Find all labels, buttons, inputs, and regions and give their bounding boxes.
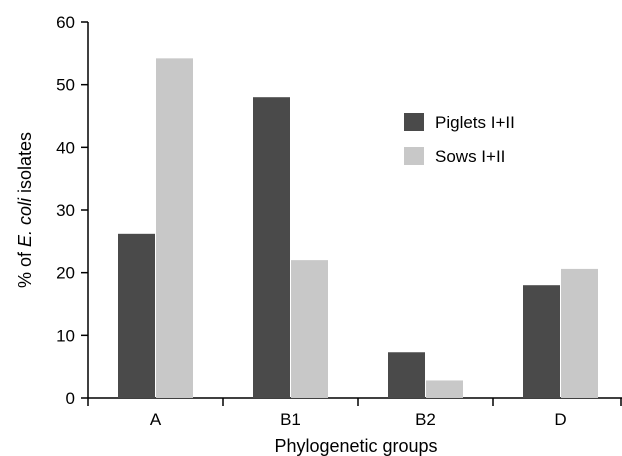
y-tick-label: 10: [56, 326, 75, 345]
bar-piglets-b2: [388, 352, 425, 398]
x-tick-label: B2: [415, 410, 436, 429]
y-axis-title-prefix: % of: [15, 247, 35, 288]
y-axis-title: % of E. coli isolates: [15, 132, 35, 288]
bar-sows-a: [156, 58, 193, 398]
y-axis-title-italic: E. coli: [15, 197, 35, 247]
legend-swatch: [404, 147, 424, 165]
legend-swatch: [404, 113, 424, 131]
legend: Piglets I+II Sows I+II: [404, 113, 515, 166]
bar-sows-d: [561, 268, 598, 398]
y-axis: 0 10 20 30 40 50 60: [56, 13, 89, 408]
y-tick-label: 30: [56, 201, 75, 220]
legend-label: Piglets I+II: [435, 113, 515, 132]
bar-piglets-d: [523, 285, 560, 398]
x-axis: A B1 B2 D: [87, 397, 622, 429]
x-tick-label: B1: [280, 410, 301, 429]
x-tick-label: A: [150, 410, 162, 429]
y-tick-label: 60: [56, 13, 75, 32]
y-tick-label: 0: [66, 389, 75, 408]
bar-piglets-a: [118, 233, 155, 398]
y-tick-label: 20: [56, 264, 75, 283]
legend-label: Sows I+II: [435, 147, 505, 166]
bar-sows-b2: [426, 380, 463, 398]
bar-sows-b1: [291, 260, 328, 398]
y-axis-title-suffix: isolates: [15, 132, 35, 198]
x-tick-label: D: [554, 410, 566, 429]
y-tick-label: 50: [56, 76, 75, 95]
bars: [118, 58, 598, 398]
bar-piglets-b1: [253, 97, 290, 398]
y-tick-label: 40: [56, 138, 75, 157]
x-axis-title: Phylogenetic groups: [274, 436, 437, 456]
